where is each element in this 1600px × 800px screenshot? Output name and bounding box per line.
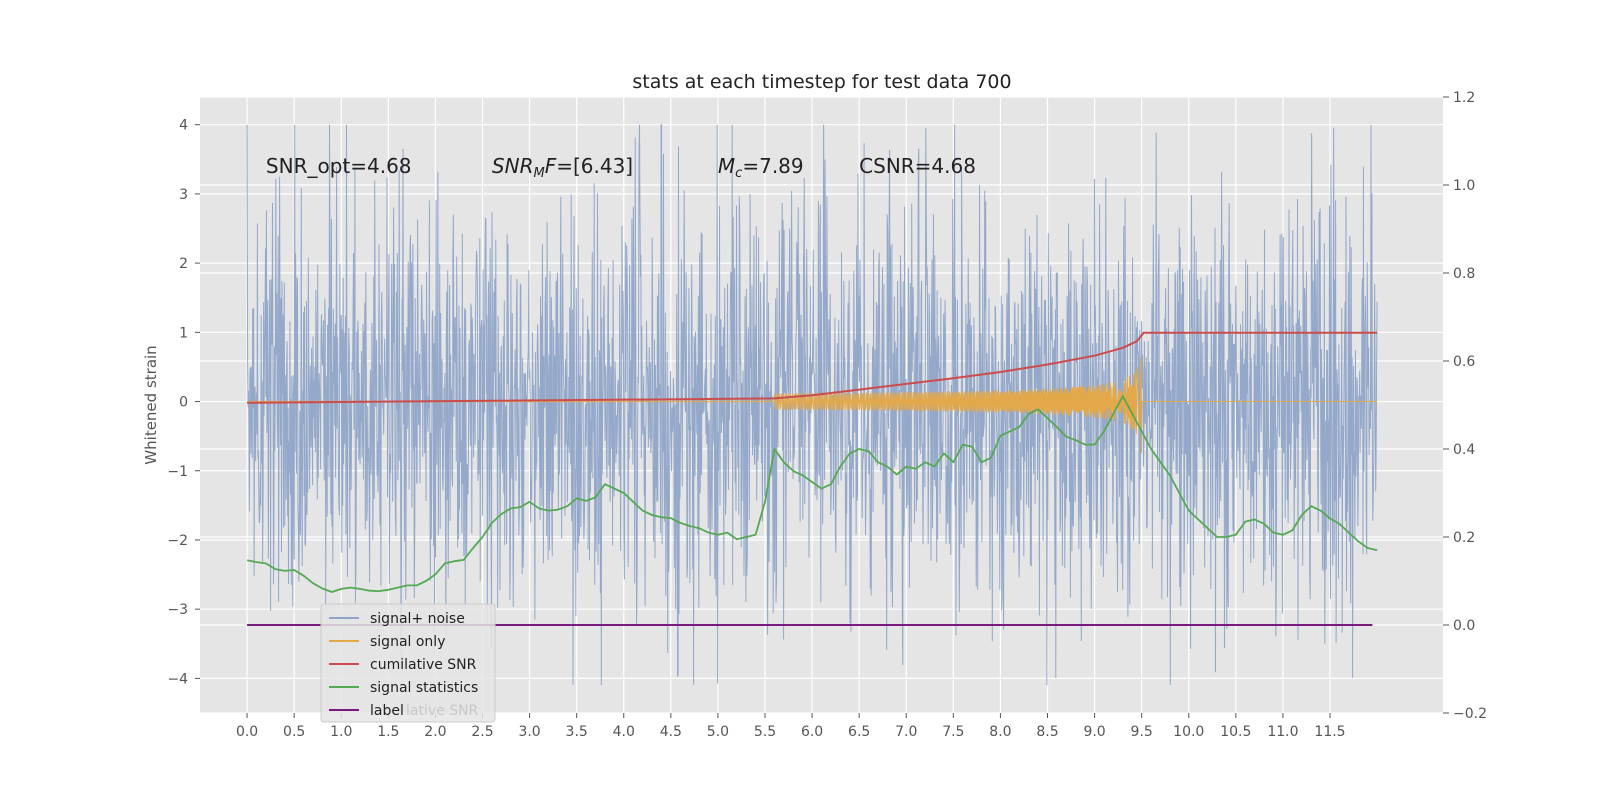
- chart-title: stats at each timestep for test data 700: [632, 71, 1011, 93]
- annotation-mc: Mc=7.89: [718, 154, 804, 181]
- series-signal-statistics-line: [246, 395, 1378, 593]
- x-tick-label: 8.5: [1036, 724, 1058, 740]
- legend-entry-signal-noise: signal+ noise: [370, 611, 465, 627]
- y2-tick-label: 1.0: [1453, 178, 1475, 194]
- x-tick-label: 1.0: [330, 724, 352, 740]
- annotations: SNR_opt=4.68 SNRMF=[6.43] Mc=7.89 CSNR=4.68: [266, 154, 976, 181]
- y-tick-label: 2: [179, 256, 188, 272]
- y-tick-label: −4: [167, 671, 188, 687]
- x-tick-label: 0.0: [236, 724, 258, 740]
- x-tick-label: 10.0: [1173, 724, 1204, 740]
- x-tick-label: 7.0: [895, 724, 917, 740]
- legend-box: [320, 603, 496, 723]
- x-tick-label: 6.0: [801, 724, 823, 740]
- legend-entry-signal-statistics: signal statistics: [370, 680, 478, 696]
- y-tick-label: 4: [179, 118, 188, 134]
- y-ticks: 4 3 2 1 0 −1 −2 −3 −4: [167, 118, 200, 687]
- y2-tick-label: 0.0: [1453, 618, 1475, 634]
- y2-tick-label: 0.4: [1453, 442, 1475, 458]
- y-axis-label: Whitened strain: [142, 345, 160, 464]
- series-signal-noise-line: [246, 124, 1378, 686]
- x-tick-label: 1.5: [377, 724, 399, 740]
- y2-tick-label: 0.8: [1453, 266, 1475, 282]
- y2-tick-label: 0.6: [1453, 354, 1475, 370]
- x-tick-label: 9.5: [1131, 724, 1153, 740]
- x-tick-label: 3.0: [518, 724, 540, 740]
- legend-entry-label: label: [370, 703, 404, 719]
- x-tick-label: 9.0: [1083, 724, 1105, 740]
- y2-ticks: 1.2 1.0 0.8 0.6 0.4 0.2 0.0 −0.2: [1443, 90, 1487, 722]
- x-tick-label: 11.5: [1314, 724, 1345, 740]
- x-tick-label: 0.5: [283, 724, 305, 740]
- y-tick-label: −1: [167, 464, 188, 480]
- x-ticks: 0.0 0.5 1.0 1.5 2.0 2.5 3.0 3.5 4.0 4.5 5.0 5.5 6.0 6…: [236, 713, 1346, 740]
- y2-tick-label: 1.2: [1453, 90, 1475, 106]
- annotation-snr_mf: SNRMF=[6.43]: [492, 154, 633, 181]
- annotation-csnr: CSNR=4.68: [859, 154, 976, 178]
- y-tick-label: −3: [167, 602, 188, 618]
- legend-entry-cumilative-snr: cumilative SNR: [370, 657, 477, 673]
- legend: lative SNR signal+ noise signal only cumila…: [320, 603, 496, 723]
- y-tick-label: 3: [179, 187, 188, 203]
- x-tick-label: 3.5: [566, 724, 588, 740]
- y-tick-label: 0: [179, 395, 188, 411]
- x-tick-label: 10.5: [1220, 724, 1251, 740]
- series-cumilative-snr-line: [247, 331, 1378, 404]
- y-tick-label: −2: [167, 533, 188, 549]
- x-tick-label: 4.5: [660, 724, 682, 740]
- legend-entry-signal-only: signal only: [370, 634, 445, 650]
- x-tick-label: 7.5: [942, 724, 964, 740]
- y2-tick-label: −0.2: [1453, 706, 1487, 722]
- y-tick-label: 1: [179, 325, 188, 341]
- x-tick-label: 8.0: [989, 724, 1011, 740]
- x-tick-label: 5.5: [754, 724, 776, 740]
- x-tick-label: 11.0: [1267, 724, 1298, 740]
- x-tick-label: 2.0: [424, 724, 446, 740]
- x-tick-label: 5.0: [707, 724, 729, 740]
- x-tick-label: 2.5: [471, 724, 493, 740]
- legend-ghost-text: lative SNR: [406, 703, 479, 719]
- x-tick-label: 4.0: [613, 724, 635, 740]
- x-tick-label: 6.5: [848, 724, 870, 740]
- annotation-snr_opt: SNR_opt=4.68: [266, 154, 412, 178]
- y2-tick-label: 0.2: [1453, 530, 1475, 546]
